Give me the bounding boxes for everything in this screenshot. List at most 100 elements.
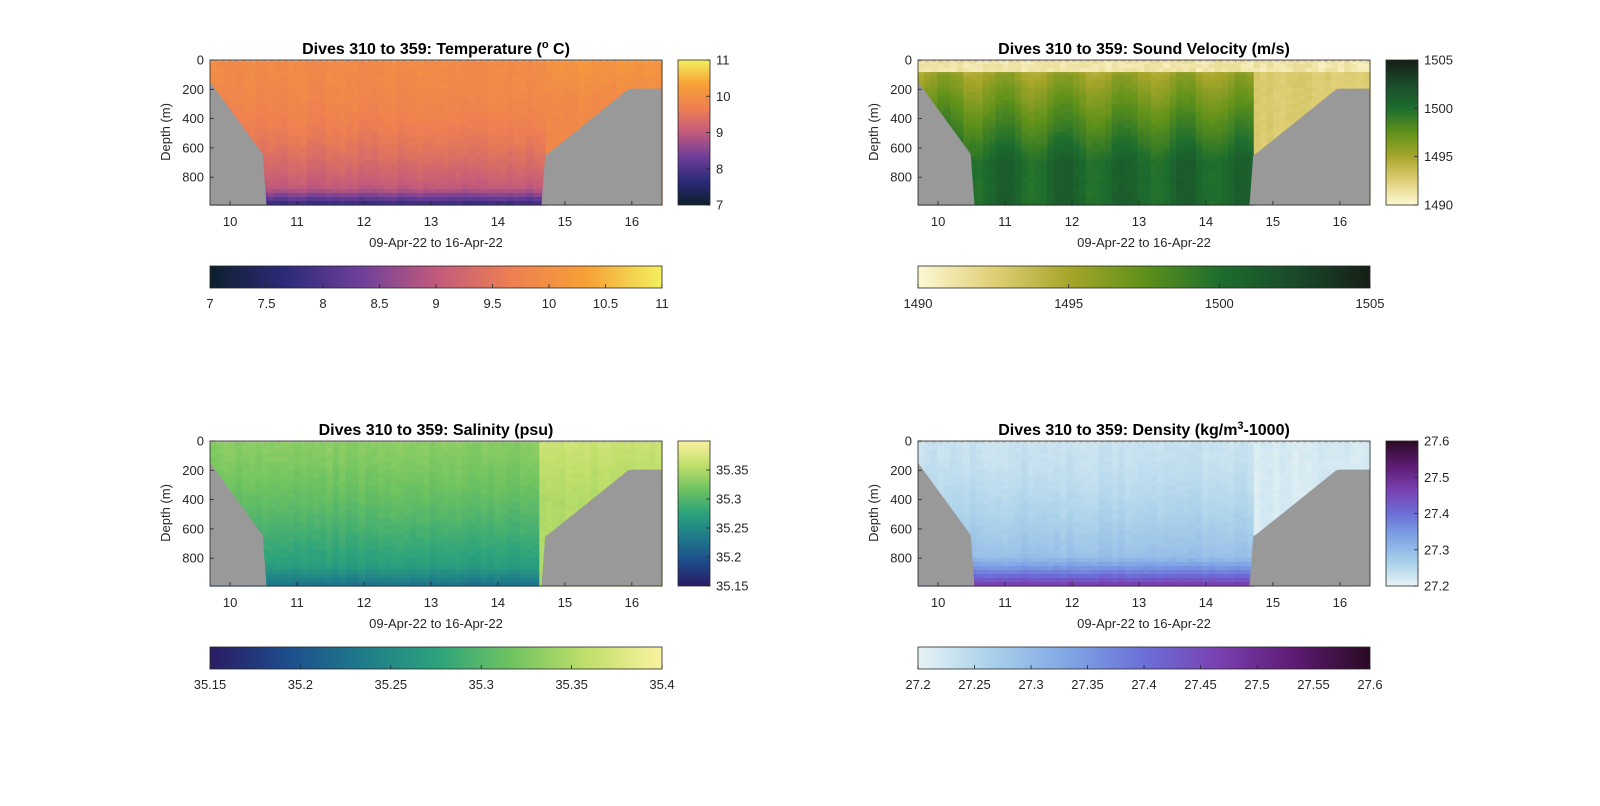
heatmap-cell xyxy=(365,157,372,162)
heatmap-cell xyxy=(989,72,996,77)
heatmap-cell xyxy=(281,128,288,133)
heatmap-cell xyxy=(346,108,353,113)
heatmap-cell xyxy=(307,185,314,190)
heatmap-cell xyxy=(623,68,630,73)
heatmap-cell xyxy=(539,108,546,113)
heatmap-cell xyxy=(1209,120,1216,125)
heatmap-cell xyxy=(1073,133,1080,138)
heatmap-cell xyxy=(1008,104,1015,109)
heatmap-cell xyxy=(918,64,925,69)
heatmap-cell xyxy=(449,193,456,198)
heatmap-cell xyxy=(1138,137,1145,142)
heatmap-cell xyxy=(1118,185,1125,190)
heatmap-cell xyxy=(1144,181,1151,186)
heatmap-cell xyxy=(1196,72,1203,77)
heatmap-cell xyxy=(494,133,501,138)
heatmap-cell xyxy=(1092,120,1099,125)
heatmap-cell xyxy=(1008,128,1015,133)
heatmap-cell xyxy=(262,133,269,138)
heatmap-cell xyxy=(1215,185,1222,190)
heatmap-cell xyxy=(918,68,925,73)
heatmap-cell xyxy=(371,145,378,150)
heatmap-cell xyxy=(976,197,983,202)
heatmap-cell xyxy=(1215,149,1222,154)
heatmap-cell xyxy=(1079,124,1086,129)
heatmap-cell xyxy=(1092,128,1099,133)
heatmap-cell xyxy=(1021,141,1028,146)
heatmap-cell xyxy=(565,84,572,89)
heatmap-cell xyxy=(983,92,990,97)
heatmap-cell xyxy=(1209,165,1216,170)
heatmap-cell xyxy=(1144,96,1151,101)
heatmap-cell xyxy=(1138,92,1145,97)
heatmap-cell xyxy=(475,153,482,158)
heatmap-cell xyxy=(1183,157,1190,162)
heatmap-cell xyxy=(436,181,443,186)
heatmap-cell xyxy=(1157,120,1164,125)
heatmap-cell xyxy=(1118,149,1125,154)
heatmap-cell xyxy=(1221,100,1228,105)
heatmap-cell xyxy=(430,112,437,117)
heatmap-cell xyxy=(1221,124,1228,129)
colorbar-tick-label: 11 xyxy=(655,296,669,311)
heatmap-cell xyxy=(468,137,475,142)
heatmap-cell xyxy=(442,149,449,154)
heatmap-cell xyxy=(995,104,1002,109)
heatmap-cell xyxy=(1073,88,1080,93)
heatmap-cell xyxy=(417,141,424,146)
heatmap-cell xyxy=(546,96,553,101)
heatmap-cell xyxy=(275,72,282,77)
heatmap-cell xyxy=(242,112,249,117)
heatmap-cell xyxy=(1118,100,1125,105)
heatmap-cell xyxy=(970,100,977,105)
heatmap-cell xyxy=(423,104,430,109)
heatmap-cell xyxy=(307,96,314,101)
heatmap-cell xyxy=(976,64,983,69)
heatmap-cell xyxy=(559,68,566,73)
heatmap-cell xyxy=(281,112,288,117)
heatmap-cell xyxy=(268,145,275,150)
heatmap-cell xyxy=(1073,145,1080,150)
heatmap-cell xyxy=(455,157,462,162)
heatmap-cell xyxy=(391,76,398,81)
heatmap-cell xyxy=(1157,104,1164,109)
heatmap-cell xyxy=(1073,84,1080,89)
heatmap-cell xyxy=(397,173,404,178)
heatmap-cell xyxy=(430,100,437,105)
heatmap-cell xyxy=(1015,149,1022,154)
heatmap-cell xyxy=(1241,68,1248,73)
heatmap-cell xyxy=(1131,124,1138,129)
heatmap-cell xyxy=(1163,141,1170,146)
heatmap-cell xyxy=(294,84,301,89)
heatmap-cell xyxy=(976,177,983,182)
heatmap-cell xyxy=(1150,112,1157,117)
heatmap-cell xyxy=(287,197,294,202)
heatmap-cell xyxy=(533,193,540,198)
heatmap-cell xyxy=(1047,177,1054,182)
heatmap-cell xyxy=(488,84,495,89)
heatmap-cell xyxy=(1060,157,1067,162)
heatmap-cell xyxy=(501,141,508,146)
heatmap-cell xyxy=(481,112,488,117)
heatmap-cell xyxy=(287,96,294,101)
heatmap-cell xyxy=(1118,112,1125,117)
heatmap-cell xyxy=(281,141,288,146)
heatmap-cell xyxy=(1176,157,1183,162)
heatmap-cell xyxy=(346,128,353,133)
heatmap-cell xyxy=(559,108,566,113)
heatmap-cell xyxy=(1163,112,1170,117)
heatmap-cell xyxy=(1054,88,1061,93)
heatmap-cell xyxy=(255,76,262,81)
heatmap-cell xyxy=(210,76,217,81)
heatmap-cell xyxy=(924,84,931,89)
heatmap-cell xyxy=(430,185,437,190)
heatmap-cell xyxy=(455,64,462,69)
heatmap-cell xyxy=(1099,80,1106,85)
heatmap-cell xyxy=(1196,141,1203,146)
heatmap-cell xyxy=(397,92,404,97)
heatmap-cell xyxy=(526,108,533,113)
heatmap-cell xyxy=(262,137,269,142)
heatmap-cell xyxy=(1247,116,1254,121)
heatmap-cell xyxy=(481,104,488,109)
heatmap-cell xyxy=(597,68,604,73)
